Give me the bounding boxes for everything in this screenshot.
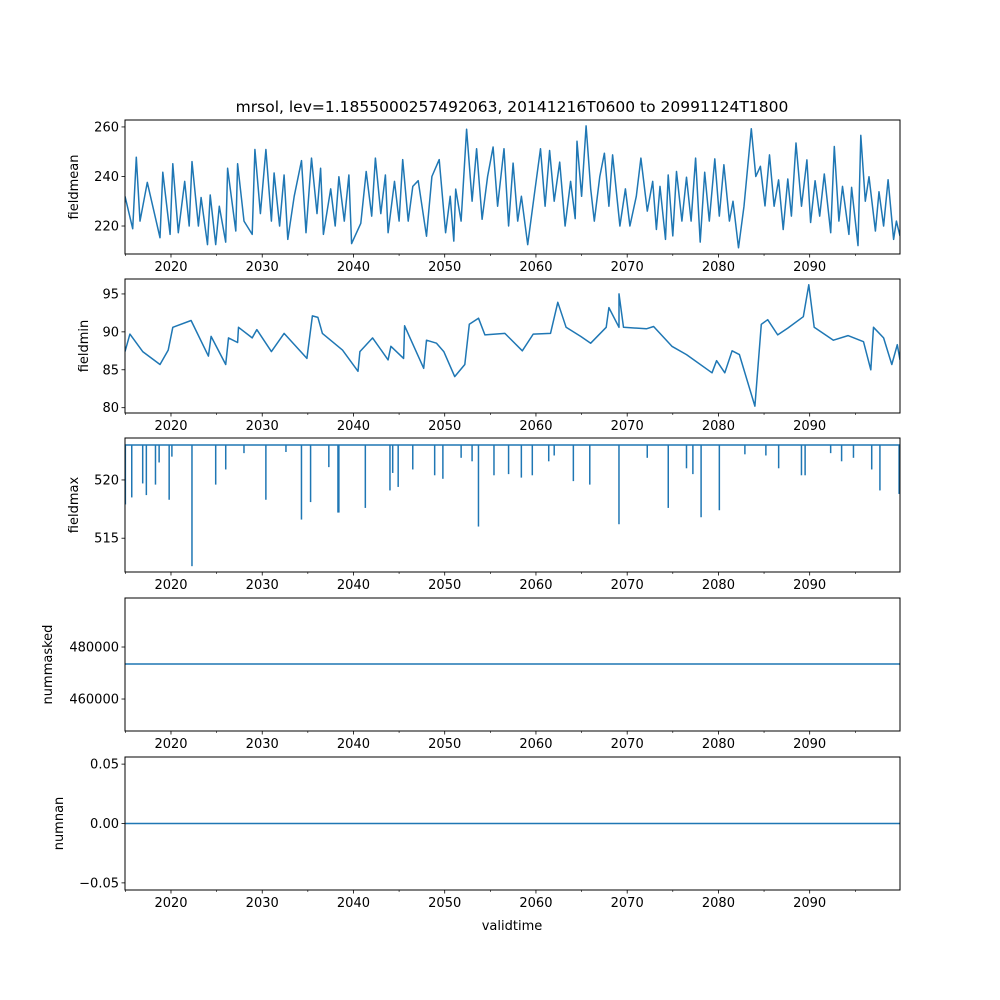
x-tick-label: 2090 <box>793 578 826 593</box>
x-tick-label: 2080 <box>702 578 735 593</box>
x-tick-label: 2040 <box>337 260 370 275</box>
x-tick-label: 2090 <box>793 896 826 911</box>
y-tick-label: 90 <box>102 325 119 340</box>
y-axis-label: nummasked <box>41 625 56 705</box>
y-tick-label: 220 <box>94 220 119 235</box>
x-tick-label: 2080 <box>702 260 735 275</box>
y-tick-label: −0.05 <box>79 876 119 891</box>
line-fieldmean <box>125 125 900 249</box>
x-axis-label: validtime <box>482 919 543 934</box>
series-fieldmax <box>125 444 900 567</box>
series-fieldmin <box>125 284 900 407</box>
axes-frame <box>124 119 901 255</box>
x-tick-label: 2070 <box>611 260 644 275</box>
panel-fieldmax: 2020 2030 2040 2050 2060 2070 2080 2090 515 520 fi… <box>67 437 901 593</box>
x-tick-label: 2020 <box>154 737 187 752</box>
y-tick-label: 85 <box>102 363 119 378</box>
x-tick-label: 2030 <box>246 260 279 275</box>
y-tick-label: 515 <box>94 532 119 547</box>
x-tick-label: 2040 <box>337 737 370 752</box>
x-tick-label: 2090 <box>793 737 826 752</box>
x-tick-label: 2020 <box>154 896 187 911</box>
x-tick-label: 2080 <box>702 419 735 434</box>
y-axis-label: fieldmax <box>67 477 82 534</box>
x-tick-label: 2040 <box>337 419 370 434</box>
y-tick-label: 0.00 <box>90 817 119 832</box>
x-tick-label: 2020 <box>154 578 187 593</box>
x-tick-label: 2050 <box>428 419 461 434</box>
y-tick-label: 260 <box>94 120 119 135</box>
x-tick-label: 2070 <box>611 419 644 434</box>
y-tick-label: 240 <box>94 170 119 185</box>
x-tick-label: 2070 <box>611 578 644 593</box>
x-tick-label: 2030 <box>246 578 279 593</box>
x-tick-label: 2030 <box>246 737 279 752</box>
x-tick-label: 2090 <box>793 419 826 434</box>
y-tick-label: 480000 <box>69 641 119 656</box>
y-tick-label: 95 <box>102 287 119 302</box>
x-tick-label: 2030 <box>246 419 279 434</box>
chart-title: mrsol, lev=1.1855000257492063, 20141216T… <box>236 98 789 116</box>
x-tick-label: 2050 <box>428 737 461 752</box>
x-tick-label: 2050 <box>428 896 461 911</box>
y-tick-label: 460000 <box>69 693 119 708</box>
x-tick-label: 2090 <box>793 260 826 275</box>
x-tick-label: 2050 <box>428 260 461 275</box>
x-tick-label: 2060 <box>519 260 552 275</box>
series-fieldmean <box>125 125 900 249</box>
x-tick-label: 2060 <box>519 737 552 752</box>
x-tick-label: 2020 <box>154 419 187 434</box>
x-tick-label: 2050 <box>428 578 461 593</box>
y-tick-label: 520 <box>94 473 119 488</box>
x-tick-label: 2060 <box>519 578 552 593</box>
x-tick-label: 2060 <box>519 419 552 434</box>
x-tick-label: 2040 <box>337 578 370 593</box>
y-tick-label: 0.05 <box>90 758 119 773</box>
x-tick-label: 2070 <box>611 896 644 911</box>
axes-frame <box>124 278 901 414</box>
x-tick-label: 2080 <box>702 896 735 911</box>
y-axis-label: fieldmean <box>67 155 82 220</box>
y-tick-label: 80 <box>102 401 119 416</box>
panel-fieldmean: 2020 2030 2040 2050 2060 2070 2080 2090 220 240 26… <box>67 119 901 275</box>
x-tick-label: 2030 <box>246 896 279 911</box>
axes-frame <box>124 437 901 573</box>
x-tick-label: 2060 <box>519 896 552 911</box>
y-axis-label: numnan <box>52 797 67 851</box>
x-tick-label: 2070 <box>611 737 644 752</box>
panel-numnan: 2020 2030 2040 2050 2060 2070 2080 2090 −0.05 0.0… <box>52 756 901 911</box>
panel-nummasked: 2020 2030 2040 2050 2060 2070 2080 2090 460000 48… <box>41 597 901 752</box>
y-axis-label: fieldmin <box>77 320 92 373</box>
x-tick-label: 2020 <box>154 260 187 275</box>
panel-fieldmin: 2020 2030 2040 2050 2060 2070 2080 2090 80 85 90 95… <box>77 278 901 434</box>
x-tick-label: 2080 <box>702 737 735 752</box>
axes-frame <box>124 597 901 732</box>
line-fieldmin <box>125 284 900 407</box>
x-tick-label: 2040 <box>337 896 370 911</box>
